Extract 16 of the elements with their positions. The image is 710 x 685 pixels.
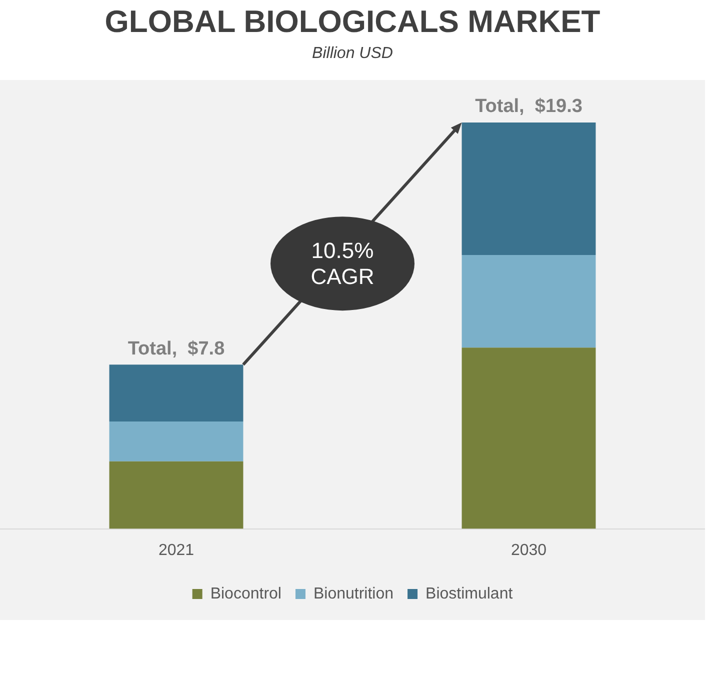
annotation: Total, $19.3	[475, 96, 582, 118]
annotation: Total, $7.8	[128, 338, 225, 360]
bar	[462, 348, 596, 529]
legend-label: Bionutrition	[313, 585, 394, 602]
chart-subtitle: Billion USD	[311, 45, 394, 63]
x-tick-label: 2030	[510, 542, 547, 559]
bar	[109, 422, 244, 462]
x-tick-label: 2021	[158, 542, 194, 559]
annotation: 10.5% CAGR	[310, 238, 376, 290]
chart-title: GLOBAL BIOLOGICALS MARKET	[104, 4, 602, 40]
bar	[109, 364, 244, 422]
legend-label: Biocontrol	[210, 585, 282, 602]
bar	[462, 254, 596, 348]
bar	[462, 122, 596, 255]
legend-label: Biostimulant	[426, 585, 514, 602]
bar	[109, 461, 244, 529]
